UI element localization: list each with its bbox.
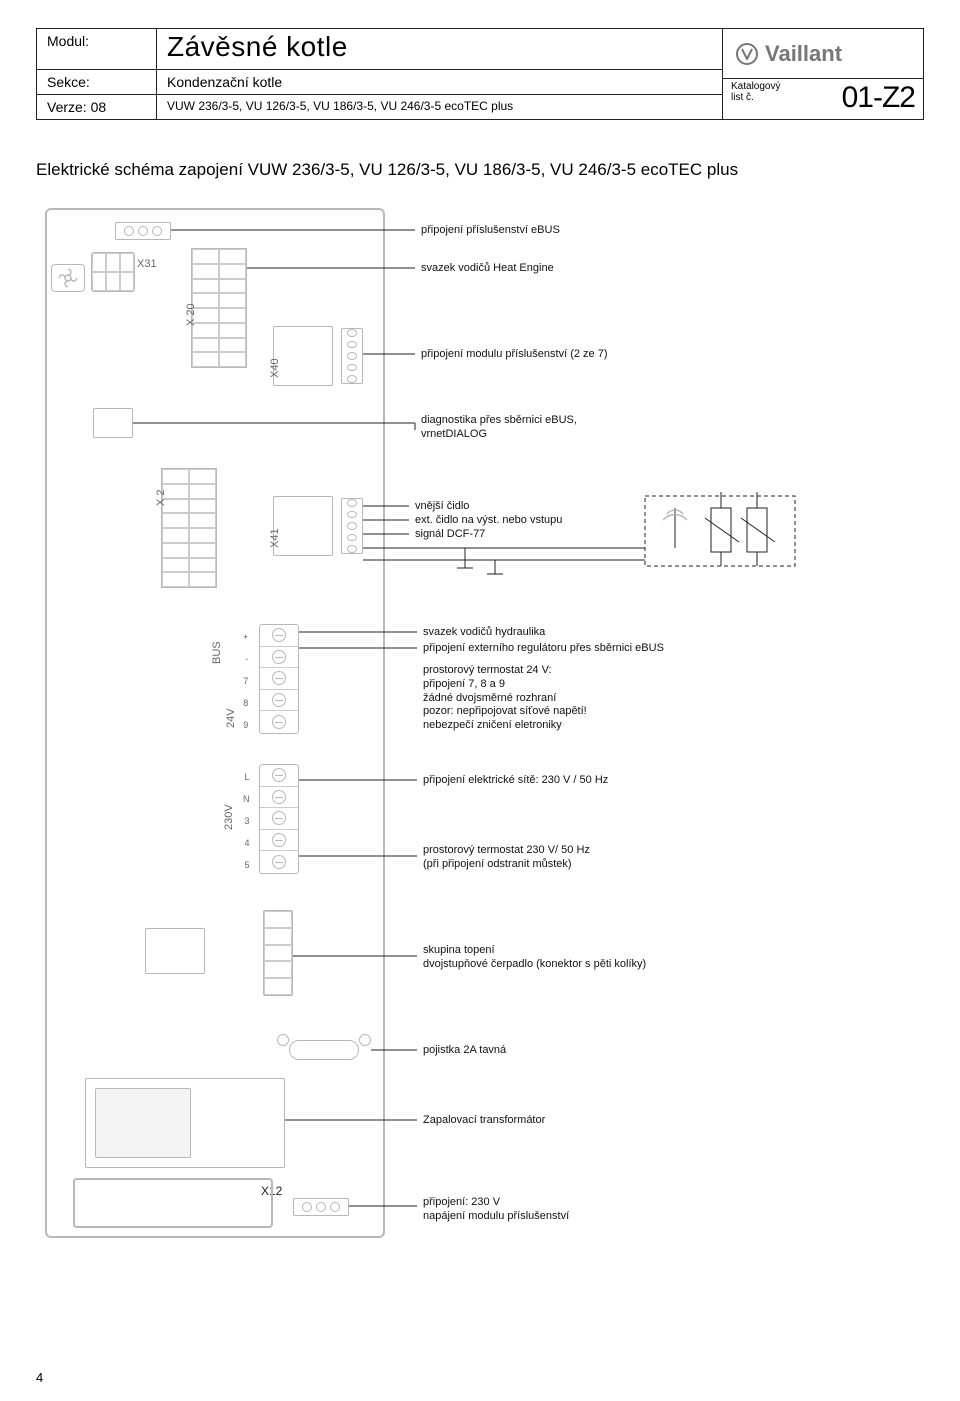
pads-x41: [341, 498, 363, 554]
page-title: Elektrické schéma zapojení VUW 236/3-5, …: [36, 160, 924, 180]
lbl-x41: X41: [269, 528, 281, 548]
pin-9: 9: [243, 714, 248, 736]
lbl-x12-supply: připojení: 230 V napájení modulu přísluš…: [423, 1196, 569, 1224]
pin-plus: +: [243, 626, 248, 648]
hdr-sekce-val: Kondenzační kotle: [157, 70, 723, 95]
catalog-box: Katalogový list č. 01-Z2: [723, 79, 923, 119]
lbl-module-2of7: připojení modulu příslušenství (2 ze 7): [421, 348, 607, 362]
catalog-code: 01-Z2: [842, 81, 915, 115]
lbl-diag-ebus: diagnostika přes sběrnici eBUS, vrnetDIA…: [421, 414, 577, 442]
lbl-ext-sensor: ext. čidlo na výst. nebo vstupu: [415, 514, 562, 528]
lbl-x2: X 2: [155, 489, 167, 506]
daughter-board: [73, 1178, 273, 1228]
pin-N: N: [243, 788, 250, 810]
term-bus: [259, 624, 299, 734]
pads-x40: [341, 328, 363, 384]
conn-x12: [293, 1198, 349, 1216]
hdr-modul-lbl: Modul:: [37, 29, 157, 70]
pin-L: L: [243, 766, 250, 788]
pin-3: 3: [243, 810, 250, 832]
pin-minus: -: [243, 648, 248, 670]
page-number: 4: [36, 1370, 43, 1385]
conn-diag: [93, 408, 133, 438]
hdr-modul-val: Závěsné kotle: [157, 29, 723, 70]
hdr-verze-val: VUW 236/3-5, VU 126/3-5, VU 186/3-5, VU …: [157, 95, 723, 119]
hdr-sekce-lbl: Sekce:: [37, 70, 157, 95]
conn-x40: [273, 326, 333, 386]
fuse-cap-l: [277, 1034, 289, 1046]
term-230v: [259, 764, 299, 874]
lbl-ext-regulator: připojení externího regulátoru přes sběr…: [423, 642, 664, 656]
hdr-verze-lbl: Verze: 08: [37, 95, 157, 119]
ignition-inner: [95, 1088, 191, 1158]
lbl-heat-engine: svazek vodičů Heat Engine: [421, 262, 554, 276]
catalog-label: Katalogový list č.: [731, 81, 780, 103]
brand-text: Vaillant: [765, 41, 843, 66]
lbl-230v: 230V: [223, 804, 235, 830]
fuse-2a: [289, 1040, 359, 1060]
conn-x2: [161, 468, 217, 588]
lbl-24v: 24V: [225, 708, 237, 728]
fuse-cap-r: [359, 1034, 371, 1046]
wiring-diagram: X31 X 20 X40 X 2 X41: [45, 208, 915, 1268]
lbl-ignition: Zapalovací transformátor: [423, 1114, 545, 1128]
lbl-outer-sensor: vnější čidlo: [415, 500, 469, 514]
lbl-ebus-accessory: připojení příslušenství eBUS: [421, 224, 560, 238]
conn-x41: [273, 496, 333, 556]
pin-5: 5: [243, 854, 250, 876]
pin-8: 8: [243, 692, 248, 714]
lbl-dcf77: signál DCF-77: [415, 528, 485, 542]
pin-7: 7: [243, 670, 248, 692]
lbl-fuse: pojistka 2A tavná: [423, 1044, 506, 1058]
conn-x20: [191, 248, 247, 368]
pin-4: 4: [243, 832, 250, 854]
conn-pump: [263, 910, 293, 996]
header: Modul: Závěsné kotle Sekce: Kondenzační …: [36, 28, 924, 120]
brand-logo: Vaillant: [723, 29, 923, 79]
fan-icon: [51, 264, 85, 292]
lbl-thermostat-24v: prostorový termostat 24 V: připojení 7, …: [423, 664, 587, 733]
lbl-mains-230v: připojení elektrické sítě: 230 V / 50 Hz: [423, 774, 608, 788]
pump-symbol: [145, 928, 205, 974]
lbl-thermostat-230v: prostorový termostat 230 V/ 50 Hz (při p…: [423, 844, 590, 872]
pads-top: [115, 222, 171, 240]
lbl-x31: X31: [137, 258, 157, 270]
lbl-x40: X40: [269, 358, 281, 378]
lbl-bus: BUS: [211, 641, 223, 664]
conn-x31: [91, 252, 135, 292]
lbl-pump-group: skupina topení dvojstupňové čerpadlo (ko…: [423, 944, 646, 972]
lbl-x20: X 20: [185, 303, 197, 326]
lbl-hydraulika: svazek vodičů hydraulika: [423, 626, 545, 640]
